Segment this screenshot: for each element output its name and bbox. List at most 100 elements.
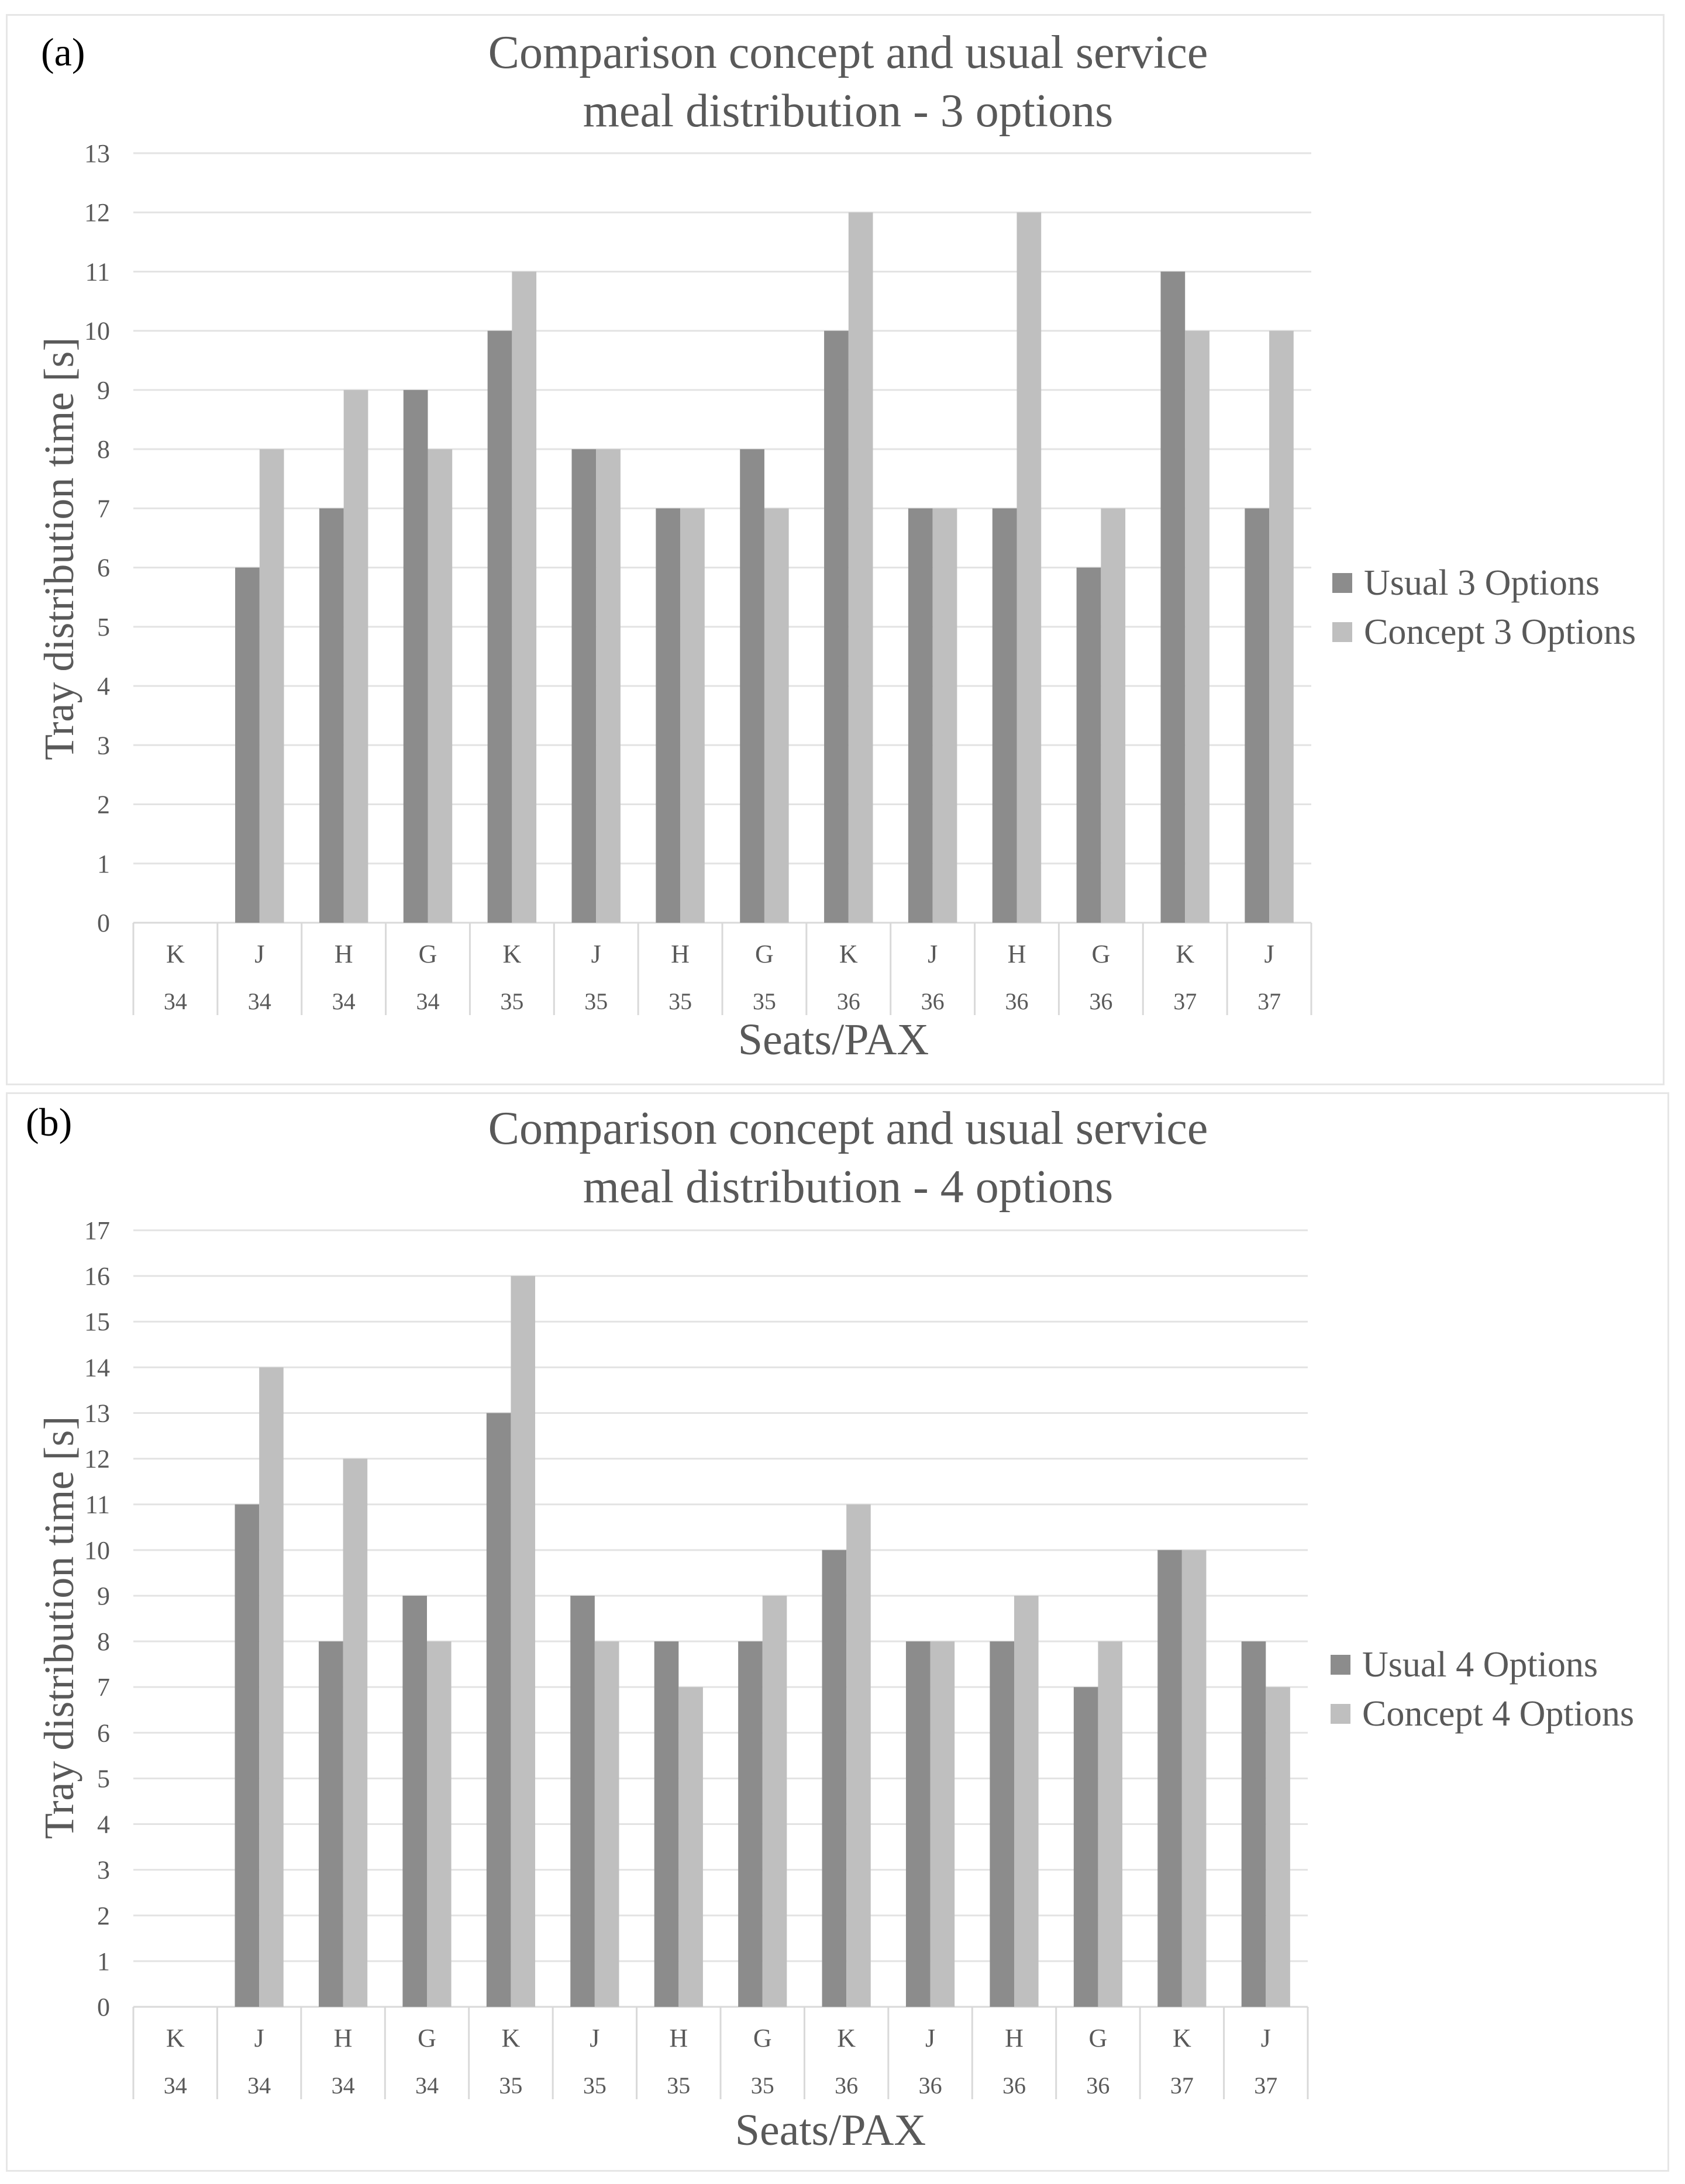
bar <box>932 508 957 923</box>
legend-item-concept: Concept 4 Options <box>1331 1689 1634 1738</box>
y-tick-label: 3 <box>97 731 110 760</box>
bar <box>512 271 537 923</box>
x-tick-label-seat: H <box>335 940 353 968</box>
bar <box>992 508 1017 923</box>
bar <box>486 1413 511 2007</box>
x-tick-label-seat: J <box>591 940 601 968</box>
chart-title-line-2: meal distribution - 4 options <box>583 1161 1114 1213</box>
bar <box>846 1504 871 2007</box>
y-tick-label: 17 <box>84 1216 110 1245</box>
bar <box>1245 508 1270 923</box>
bar <box>1073 1687 1098 2007</box>
bar <box>908 508 933 923</box>
x-tick-label-row: 35 <box>669 988 692 1015</box>
y-tick-label: 8 <box>97 435 110 464</box>
x-tick-label-row: 36 <box>1089 988 1112 1015</box>
x-tick-label-row: 34 <box>332 2072 355 2099</box>
x-tick-label-seat: K <box>502 940 521 968</box>
bar <box>762 1595 787 2007</box>
bar <box>1181 1550 1207 2007</box>
bar <box>822 1550 847 2007</box>
x-tick-label-row: 34 <box>164 988 187 1015</box>
bar <box>738 1641 763 2007</box>
bar <box>571 449 597 923</box>
x-tick-label-seat: K <box>837 2024 856 2052</box>
y-tick-label: 6 <box>97 554 110 582</box>
chart-title: Comparison concept and usual service mea… <box>351 23 1345 140</box>
x-tick-label-seat: H <box>669 2024 688 2052</box>
x-tick-label-row: 34 <box>415 2072 439 2099</box>
x-tick-label-seat: K <box>166 2024 185 2052</box>
panel-label: (a) <box>41 30 85 74</box>
y-tick-label: 16 <box>84 1262 110 1291</box>
bar <box>1266 1687 1290 2007</box>
y-tick-label: 7 <box>97 1673 110 1702</box>
bar <box>905 1641 931 2007</box>
x-tick-label-row: 35 <box>583 2072 607 2099</box>
x-tick-label-row: 36 <box>921 988 945 1015</box>
x-tick-label-row: 35 <box>753 988 776 1015</box>
legend-item-usual: Usual 3 Options <box>1332 558 1636 608</box>
bar <box>1185 330 1210 923</box>
legend: Usual 4 Options Concept 4 Options <box>1331 1640 1634 1738</box>
bar <box>259 1367 284 2007</box>
x-tick-label-seat: J <box>925 2024 935 2052</box>
x-tick-label-row: 35 <box>499 2072 522 2099</box>
x-tick-label-seat: G <box>418 2024 436 2052</box>
bar <box>1269 330 1294 923</box>
legend-item-usual: Usual 4 Options <box>1331 1640 1634 1689</box>
bar <box>596 449 621 923</box>
chart-title-line-1: Comparison concept and usual service <box>488 1103 1208 1154</box>
x-tick-label-seat: H <box>334 2024 353 2052</box>
bar <box>403 389 428 923</box>
bar <box>511 1276 536 2007</box>
y-tick-label: 11 <box>85 257 110 286</box>
x-tick-label-seat: H <box>1008 940 1026 968</box>
bar-chart-plot: 012345678910111213K34J34H34G34K35J35H35G… <box>84 139 1312 1015</box>
bar <box>319 508 344 923</box>
legend-label-concept: Concept 3 Options <box>1364 612 1636 652</box>
x-tick-label-row: 36 <box>837 988 860 1015</box>
y-tick-label: 9 <box>97 1582 110 1610</box>
y-tick-label: 14 <box>84 1353 110 1382</box>
bar <box>259 449 284 923</box>
y-axis-label: Tray distribution time [s] <box>36 337 82 760</box>
y-tick-label: 2 <box>97 1902 110 1930</box>
legend-label-usual: Usual 3 Options <box>1364 563 1600 603</box>
y-tick-label: 13 <box>84 139 110 168</box>
chart-panel-a: (a) Comparison concept and usual service… <box>0 0 1685 1088</box>
bar <box>1016 212 1042 923</box>
chart-title-line-2: meal distribution - 3 options <box>583 85 1114 137</box>
x-tick-label-row: 36 <box>1086 2072 1109 2099</box>
bar <box>930 1641 955 2007</box>
x-tick-label-row: 34 <box>332 988 356 1015</box>
chart-title-line-1: Comparison concept and usual service <box>488 27 1208 78</box>
bar <box>402 1595 427 2007</box>
y-axis-label: Tray distribution time [s] <box>36 1416 82 1839</box>
x-tick-label-seat: G <box>753 2024 772 2052</box>
bar <box>1076 567 1101 923</box>
y-tick-label: 0 <box>97 909 110 937</box>
y-tick-label: 11 <box>85 1490 110 1519</box>
x-axis-label: Seats/PAX <box>735 2106 926 2155</box>
y-tick-label: 9 <box>97 376 110 405</box>
y-tick-label: 2 <box>97 791 110 819</box>
x-tick-label-row: 34 <box>416 988 440 1015</box>
chart-panel-b: (b) Comparison concept and usual service… <box>0 1088 1685 2184</box>
x-tick-label-row: 34 <box>164 2072 187 2099</box>
bar <box>680 508 705 923</box>
y-tick-label: 10 <box>84 1536 110 1565</box>
bar <box>1098 1641 1123 2007</box>
legend: Usual 3 Options Concept 3 Options <box>1332 558 1636 657</box>
x-tick-label-row: 36 <box>1005 988 1029 1015</box>
y-tick-label: 0 <box>97 1993 110 2021</box>
x-tick-label-seat: J <box>1264 940 1274 968</box>
legend-item-concept: Concept 3 Options <box>1332 608 1636 657</box>
bar <box>343 1458 368 2007</box>
y-tick-label: 7 <box>97 494 110 523</box>
x-tick-label-row: 37 <box>1170 2072 1194 2099</box>
y-tick-label: 1 <box>97 1947 110 1976</box>
bar <box>570 1595 595 2007</box>
y-tick-label: 1 <box>97 850 110 878</box>
x-tick-label-seat: G <box>755 940 774 968</box>
